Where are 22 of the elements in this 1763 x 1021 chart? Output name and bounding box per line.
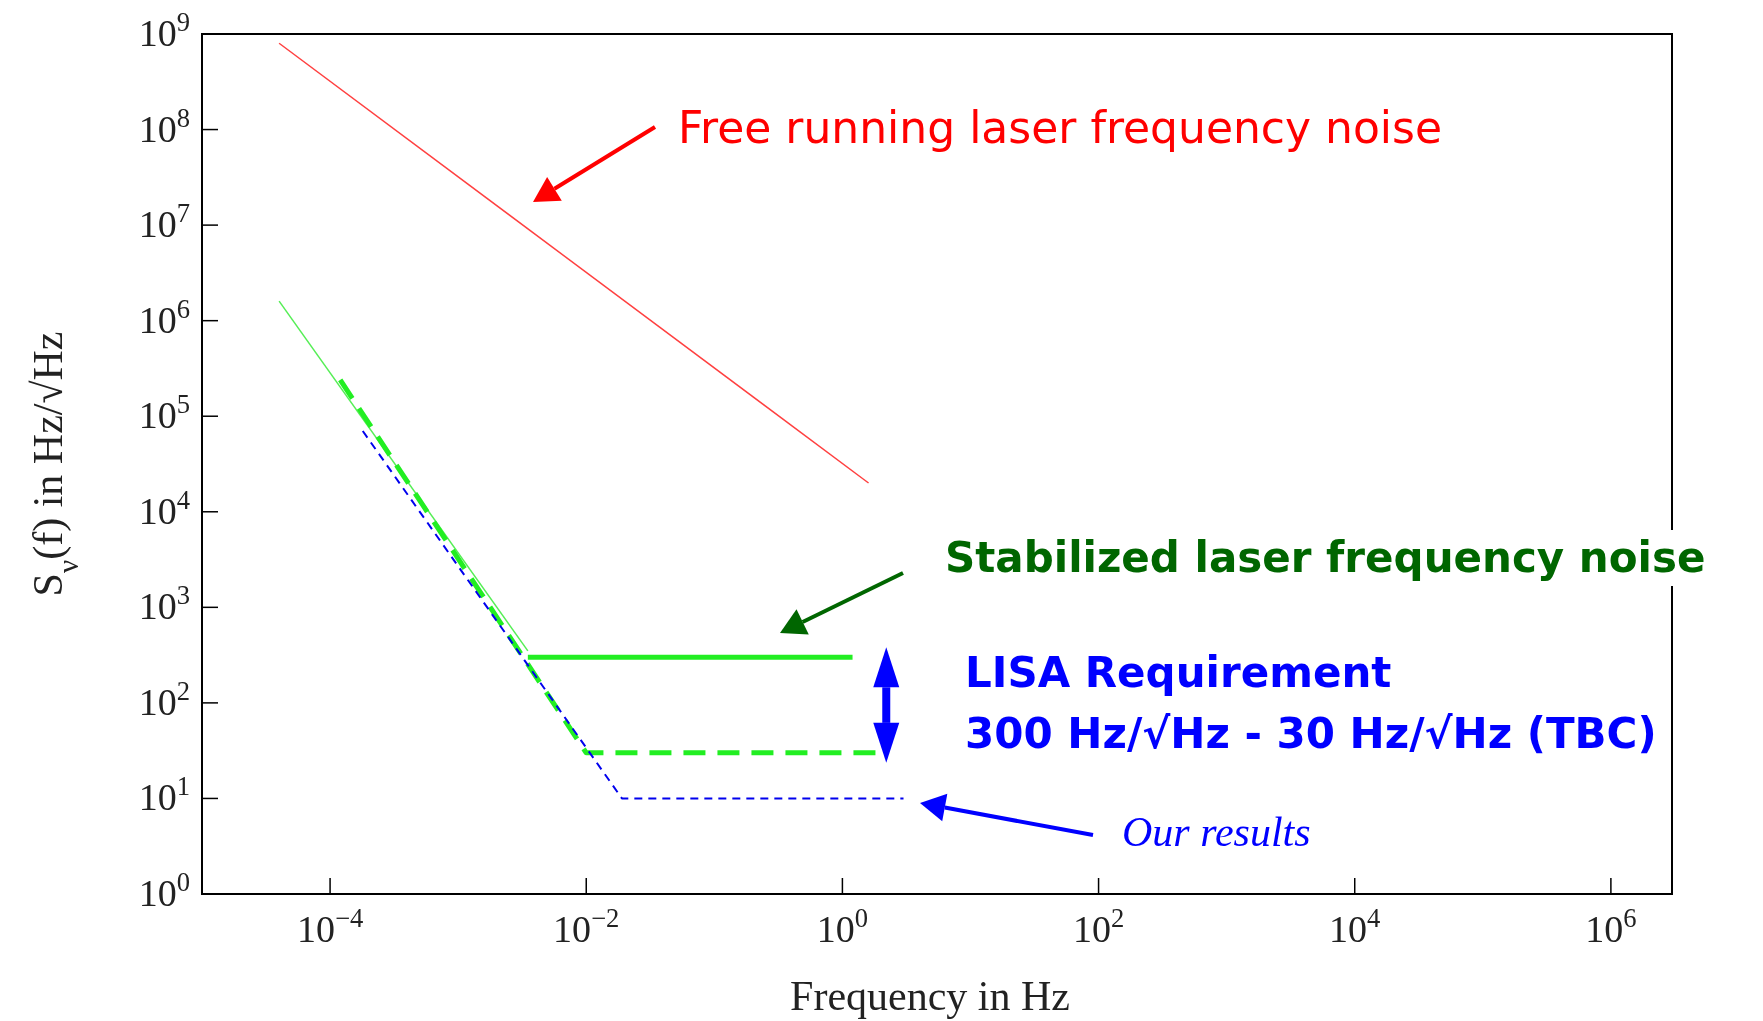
y-tick-label: 10$^{9}$	[138, 7, 190, 54]
x-axis-title: Frequency in Hz	[790, 973, 1070, 1019]
y-tick-label: 10$^{1}$	[138, 771, 190, 819]
annotation: 300 Hz/√Hz - 30 Hz/√Hz (TBC)	[965, 709, 1657, 758]
y-tick-label: 10$^{5}$	[138, 389, 190, 437]
y-tick-label: 10$^{4}$	[138, 484, 190, 532]
annotation: Free running laser frequency noise	[678, 102, 1443, 153]
y-tick-label: 10$^{3}$	[138, 580, 190, 628]
x-tick-label: 10$^{−2}$	[553, 903, 620, 950]
y-tick-label: 10$^{6}$	[138, 293, 190, 341]
y-tick-label: 10$^{7}$	[138, 198, 190, 246]
annotation: Stabilized laser frequency noise	[945, 533, 1706, 582]
x-tick-label: 10$^{2}$	[1072, 903, 1125, 950]
x-tick-label: 10$^{0}$	[816, 903, 869, 950]
annotation: Our results	[1122, 809, 1311, 855]
y-tick-label: 10$^{2}$	[138, 675, 190, 723]
x-tick-label: 10$^{4}$	[1329, 903, 1381, 950]
y-tick-label: 10$^{8}$	[138, 102, 190, 150]
annotation: LISA Requirement	[965, 648, 1392, 697]
x-tick-label: 10$^{6}$	[1585, 903, 1637, 950]
x-tick-label: 10$^{−4}$	[296, 903, 364, 950]
y-tick-label: 10$^{0}$	[138, 867, 190, 914]
